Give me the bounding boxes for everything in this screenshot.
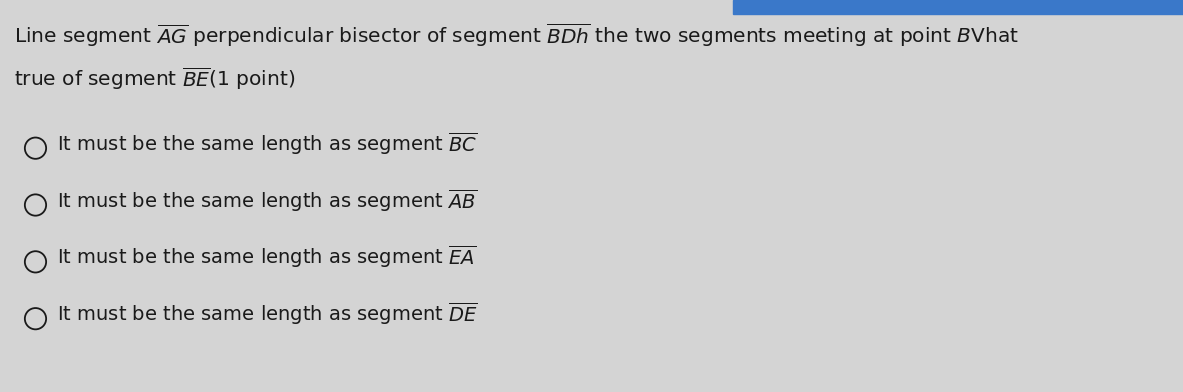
Text: Line segment $\overline{AG}$ perpendicular bisector of segment $\overline{BDh}$ : Line segment $\overline{AG}$ perpendicul… xyxy=(14,21,1019,49)
Text: It must be the same length as segment $\overline{AB}$: It must be the same length as segment $\… xyxy=(57,187,477,214)
Text: It must be the same length as segment $\overline{DE}$: It must be the same length as segment $\… xyxy=(57,301,478,327)
Text: It must be the same length as segment $\overline{BC}$: It must be the same length as segment $\… xyxy=(57,130,477,157)
Text: true of segment $\overline{BE}$(1 point): true of segment $\overline{BE}$(1 point) xyxy=(14,65,296,92)
Text: It must be the same length as segment $\overline{EA}$: It must be the same length as segment $\… xyxy=(57,244,476,270)
